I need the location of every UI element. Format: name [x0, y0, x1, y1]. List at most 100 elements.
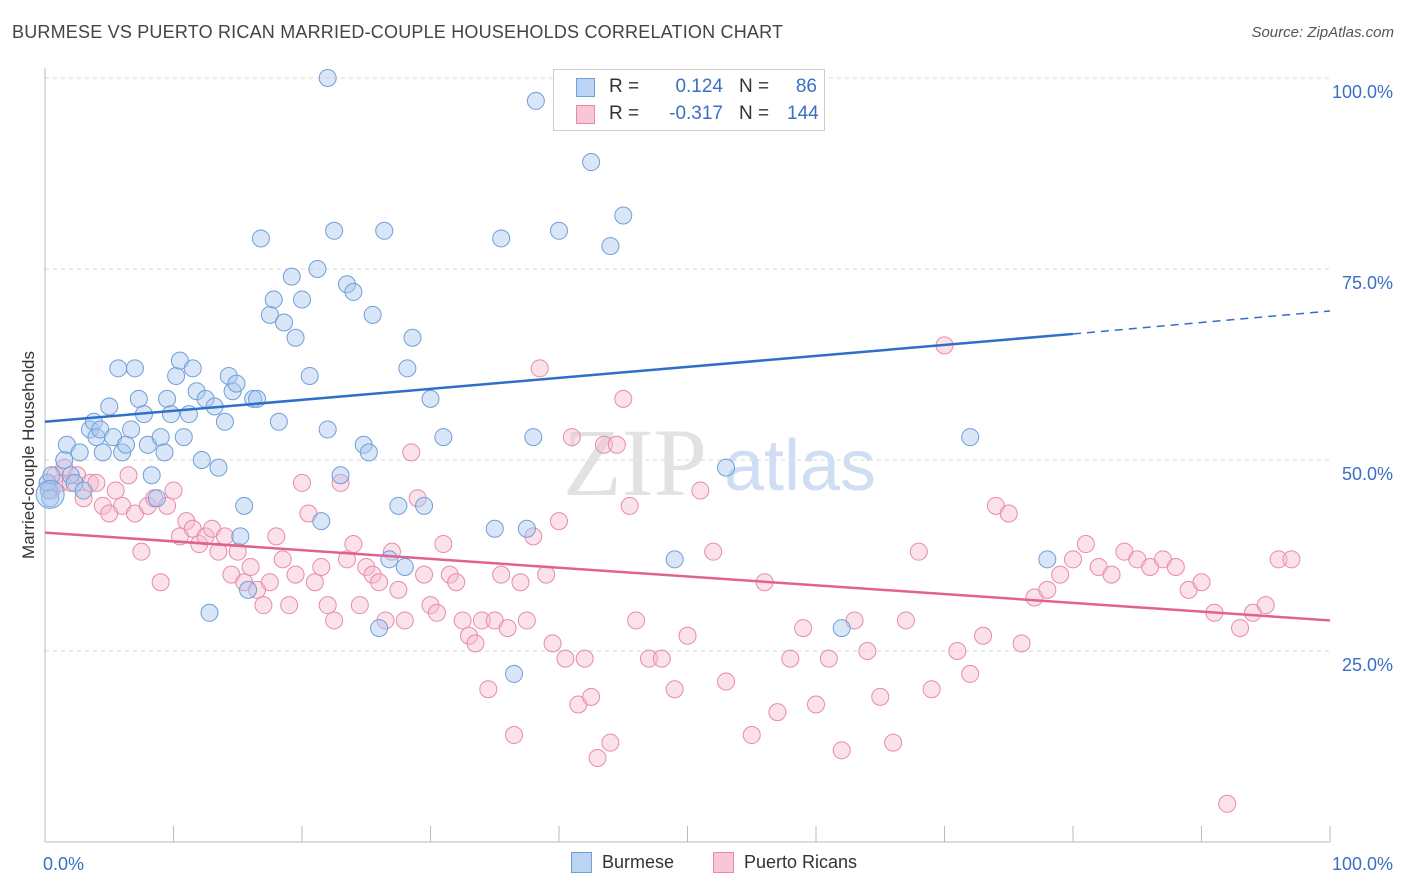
burmese-point: [286, 328, 305, 347]
puerto-rican-point: [832, 741, 851, 760]
puerto-rican-point: [305, 573, 324, 592]
puerto-rican-point: [363, 565, 382, 584]
trend-lines: [44, 310, 1331, 622]
puerto-rican-point: [948, 642, 967, 660]
burmese-point: [359, 443, 378, 462]
puerto-rican-point: [639, 649, 658, 668]
burmese-point: [42, 466, 61, 485]
burmese-point: [269, 412, 288, 431]
burmese-point: [251, 229, 270, 248]
burmese-point: [215, 412, 234, 431]
burmese-point: [147, 489, 166, 508]
puerto-ricans-trend-line: [44, 531, 1331, 622]
burmese-point: [55, 451, 74, 469]
puerto-rican-point: [402, 443, 421, 462]
puerto-rican-point: [440, 565, 459, 584]
legend-row-burmese: R = 0.124 N = 86: [576, 75, 817, 99]
y-tick-label: 75.0%: [1342, 273, 1393, 293]
legend-n-label: N =: [739, 103, 770, 124]
burmese-point: [398, 359, 417, 378]
puerto-rican-point: [1256, 596, 1275, 615]
puerto-rican-point: [350, 596, 369, 615]
burmese-point: [517, 519, 536, 538]
puerto-rican-point: [550, 512, 568, 531]
puerto-rican-point: [717, 672, 736, 691]
burmese-point: [264, 290, 283, 309]
burmese-point: [142, 466, 161, 485]
burmese-point: [312, 512, 331, 531]
puerto-rican-point: [273, 550, 292, 569]
puerto-rican-point: [447, 573, 466, 592]
burmese-point: [155, 443, 174, 462]
burmese-point: [167, 366, 186, 385]
burmese-point: [434, 428, 453, 447]
y-tick-label: 50.0%: [1342, 464, 1393, 484]
puerto-rican-point: [1038, 580, 1057, 599]
puerto-rican-point: [466, 634, 485, 653]
puerto-rican-point: [704, 542, 723, 561]
burmese-point: [375, 221, 394, 240]
puerto-rican-point: [807, 695, 825, 714]
puerto-rican-point: [337, 550, 356, 569]
burmese-point: [39, 481, 58, 500]
puerto-rican-point: [344, 535, 363, 554]
burmese-point: [308, 260, 327, 278]
burmese-point: [485, 519, 504, 538]
puerto-rican-point: [427, 603, 446, 622]
burmese-point: [325, 221, 344, 240]
burmese-point: [832, 619, 851, 638]
puerto-rican-point: [1166, 557, 1185, 576]
puerto-rican-point: [999, 504, 1018, 523]
puerto-rican-point: [286, 565, 305, 584]
burmese-point: [129, 389, 148, 408]
burmese-trend-extension: [1072, 310, 1331, 335]
burmese-point: [109, 359, 128, 378]
puerto-rican-point: [453, 611, 472, 630]
puerto-rican-point: [601, 733, 620, 752]
puerto-rican-point: [768, 703, 787, 722]
puerto-rican-point: [132, 542, 151, 561]
puerto-rican-point: [479, 680, 498, 699]
burmese-point: [550, 221, 568, 240]
burmese-point: [235, 496, 254, 515]
puerto-rican-point: [1012, 634, 1031, 653]
burmese-point: [505, 664, 524, 683]
burmese-point: [231, 527, 250, 546]
burmese-point: [70, 443, 89, 462]
puerto-rican-point: [922, 680, 941, 699]
y-tick-label: 25.0%: [1342, 655, 1393, 675]
burmese-point: [421, 389, 440, 408]
puerto-rican-point: [106, 481, 125, 500]
legend-r-value: 0.124: [675, 76, 723, 97]
puerto-rican-point: [421, 596, 440, 615]
burmese-point: [717, 458, 736, 477]
burmese-point: [74, 481, 93, 500]
burmese-point: [100, 397, 119, 416]
puerto-rican-point: [119, 466, 138, 485]
puerto-rican-point: [858, 642, 877, 660]
puerto-rican-point: [318, 596, 337, 615]
burmese-point: [158, 389, 177, 408]
puerto-rican-point: [1076, 535, 1095, 554]
puerto-rican-point: [241, 557, 260, 576]
burmese-point: [209, 458, 228, 477]
bottom-legend-label-puerto-ricans: Puerto Ricans: [744, 852, 858, 872]
puerto-rican-point: [1269, 550, 1288, 569]
burmese-point: [227, 374, 246, 393]
puerto-rican-point: [1064, 550, 1082, 569]
bottom-swatch-puerto-ricans: [713, 852, 734, 873]
puerto-rican-point: [164, 481, 183, 500]
legend-r-label: R =: [609, 103, 640, 124]
puerto-rican-point: [505, 726, 524, 745]
puerto-rican-point: [158, 496, 177, 515]
burmese-point: [122, 420, 141, 439]
tick-labels: 25.0% 50.0% 75.0% 100.0% 0.0% 100.0%: [43, 82, 1393, 874]
burmese-point: [174, 428, 193, 447]
puerto-rican-point: [408, 489, 427, 508]
axes: [44, 68, 1331, 843]
burmese-point: [665, 550, 684, 569]
y-tick-label: 100.0%: [1332, 82, 1393, 102]
burmese-point: [260, 305, 279, 324]
puerto-rican-point: [1102, 565, 1121, 584]
puerto-rican-point: [415, 565, 434, 584]
